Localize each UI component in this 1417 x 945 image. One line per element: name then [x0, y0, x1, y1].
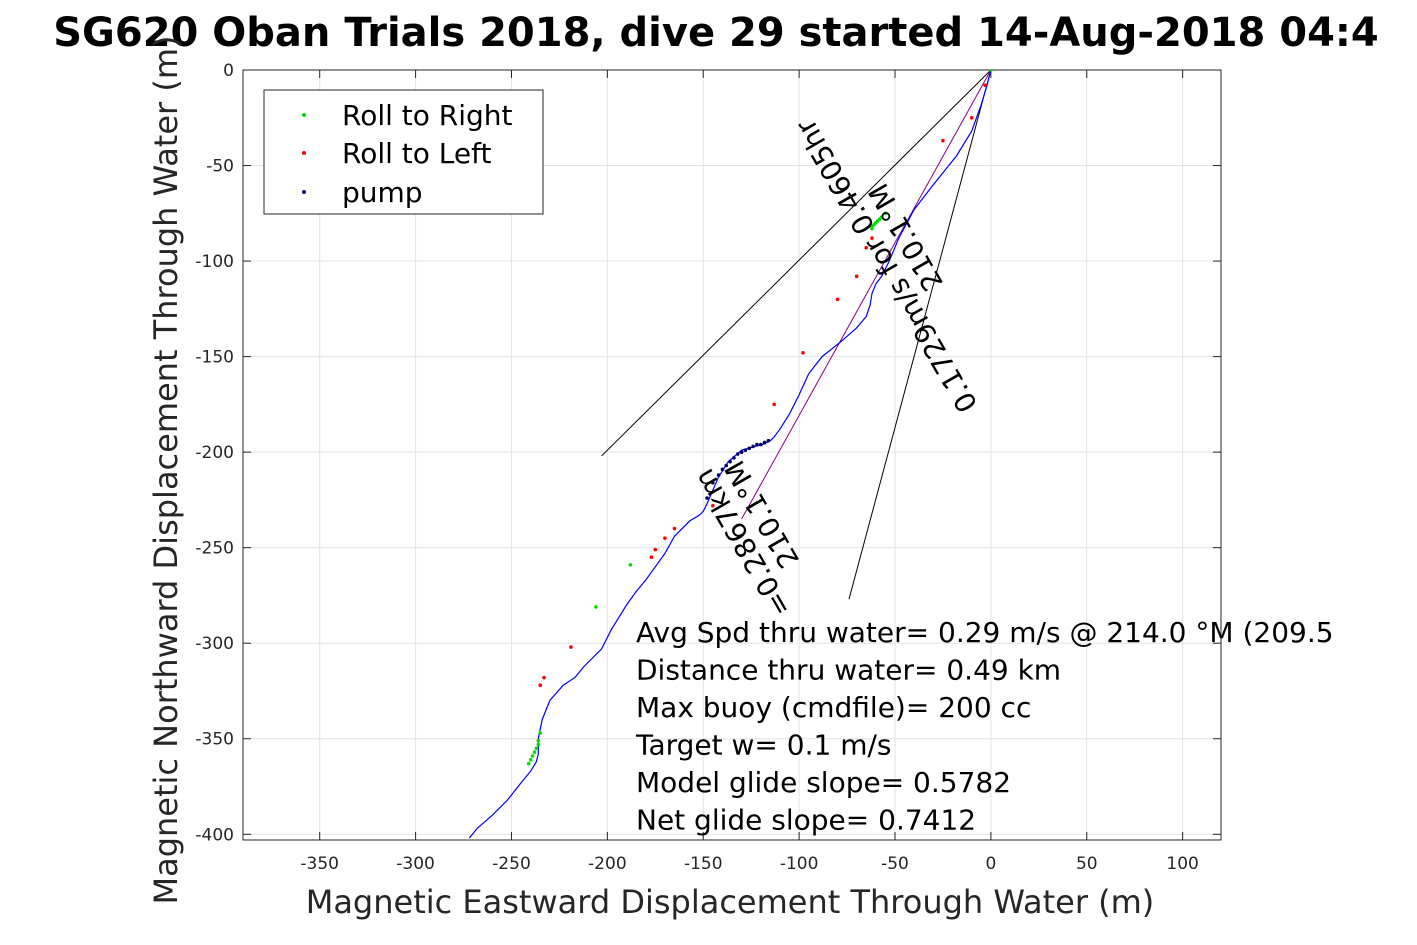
pump-point	[755, 442, 759, 447]
x-tick-label: -50	[881, 854, 909, 874]
legend-marker-pump	[302, 190, 306, 194]
legend: Roll to Right Roll to Left pump	[263, 89, 544, 215]
roll-left-point	[941, 138, 945, 143]
y-axis-ticks: 0 -50 -100 -150 -200 -250 -300 -350 -400	[195, 61, 1221, 845]
x-axis-label: Magnetic Eastward Displacement Through W…	[306, 883, 1155, 921]
heading-line	[741, 70, 992, 520]
roll-right-point	[883, 211, 888, 216]
roll-right-point	[530, 754, 535, 758]
roll-left-point	[870, 236, 874, 240]
roll-left-point	[538, 683, 543, 688]
pump-point	[762, 440, 767, 445]
pump-point	[724, 463, 729, 468]
roll-left-point	[772, 402, 776, 407]
roll-right-point	[538, 731, 543, 735]
x-tick-label: -250	[492, 854, 531, 874]
pump-point	[758, 442, 763, 447]
heading-line	[601, 70, 992, 457]
x-tick-label: -100	[780, 854, 819, 874]
roll-left-point	[835, 297, 840, 302]
legend-box	[263, 89, 544, 215]
roll-right-point	[534, 746, 539, 751]
roll-left-point	[672, 526, 677, 531]
y-tick-label: 0	[223, 61, 234, 81]
x-tick-label: 50	[1076, 854, 1098, 874]
x-tick-label: -200	[588, 854, 627, 874]
axes-frame	[242, 69, 1222, 841]
roll-left-point	[711, 503, 715, 508]
y-tick-label: -350	[195, 730, 234, 750]
y-tick-label: -150	[195, 348, 234, 368]
x-tick-label: -350	[300, 854, 339, 874]
stats-line: Avg Spd thru water= 0.29 m/s @ 214.0 °M …	[636, 616, 1334, 649]
roll-left-point	[801, 350, 805, 355]
pump-point	[766, 438, 771, 443]
pump-point	[732, 456, 736, 460]
roll-left-point	[663, 536, 667, 540]
chart-title: SG620 Oban Trials 2018, dive 29 started …	[53, 10, 1379, 56]
axes-box	[242, 69, 1222, 841]
roll-right-point	[528, 757, 533, 762]
pump-point	[735, 452, 740, 456]
roll-right-point	[870, 226, 874, 231]
roll-right-point	[526, 761, 531, 766]
roll-left-point	[864, 245, 869, 250]
legend-label-roll-left: Roll to Left	[342, 137, 491, 170]
y-tick-label: -200	[195, 443, 234, 463]
x-axis-ticks: -350 -300 -250 -200 -150 -100 -50 0 50 100	[300, 70, 1199, 874]
dive-track-line	[468, 70, 992, 839]
pump-point	[720, 467, 725, 472]
marker-layer	[526, 70, 993, 766]
x-tick-label: 0	[985, 854, 996, 874]
stats-line: Net glide slope= 0.7412	[636, 804, 976, 837]
x-tick-label: 100	[1166, 854, 1198, 874]
pump-point	[728, 459, 732, 464]
roll-left-point	[649, 555, 654, 560]
legend-marker-roll-left	[302, 151, 306, 155]
x-tick-label: -150	[684, 854, 723, 874]
y-tick-label: -400	[195, 825, 234, 845]
roll-left-point	[653, 547, 658, 552]
pump-point	[716, 473, 721, 477]
roll-left-point	[969, 115, 974, 120]
pump-point	[711, 480, 715, 485]
roll-left-point	[569, 645, 573, 649]
y-axis-label: Magnetic Northward Displacement Through …	[147, 35, 185, 904]
roll-right-point	[536, 738, 541, 743]
y-tick-label: -250	[195, 539, 234, 559]
heading-line	[848, 70, 992, 600]
pump-point	[751, 444, 755, 449]
stats-line: Target w= 0.1 m/s	[635, 729, 892, 762]
legend-label-roll-right: Roll to Right	[342, 99, 513, 132]
stats-line: Max buoy (cmdfile)= 200 cc	[636, 691, 1031, 724]
heading-lines	[601, 70, 992, 600]
legend-marker-roll-right	[302, 113, 306, 117]
roll-right-point	[628, 563, 633, 567]
pump-point	[743, 448, 748, 453]
pump-point	[739, 450, 744, 454]
x-tick-label: -300	[396, 854, 435, 874]
legend-label-pump: pump	[342, 176, 423, 209]
pump-point	[705, 496, 709, 500]
stats-annotation: Avg Spd thru water= 0.29 m/s @ 214.0 °M …	[635, 616, 1334, 837]
roll-right-point	[989, 70, 993, 72]
pump-point	[747, 446, 752, 451]
track-layer	[468, 70, 992, 839]
roll-left-point	[983, 83, 987, 88]
y-tick-label: -300	[195, 634, 234, 654]
roll-right-point	[594, 605, 598, 609]
roll-left-point	[542, 675, 546, 680]
roll-left-point	[854, 274, 859, 279]
stats-line: Distance thru water= 0.49 km	[636, 654, 1061, 687]
roll-right-point	[536, 742, 541, 747]
y-tick-label: -100	[195, 252, 234, 272]
roll-right-point	[532, 750, 537, 754]
y-tick-label: -50	[206, 157, 234, 177]
stats-line: Model glide slope= 0.5782	[636, 766, 1011, 799]
